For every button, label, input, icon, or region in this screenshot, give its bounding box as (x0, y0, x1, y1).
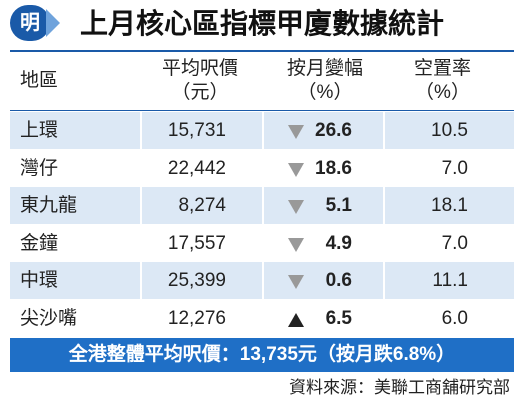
header-label: 空置率 (413, 58, 471, 79)
price: 25,399 (167, 270, 226, 292)
trend-arrow (288, 313, 304, 327)
divider (10, 110, 514, 111)
change: 18.6 (315, 157, 352, 179)
price: 12,276 (167, 308, 226, 329)
vacancy: 11.1 (432, 270, 468, 292)
divider (10, 50, 514, 52)
header-label: 按月變幅 (286, 58, 363, 79)
price: 17,557 (167, 232, 226, 254)
trend-arrow (288, 237, 304, 252)
trend-arrow (288, 200, 304, 215)
logo: 明 (10, 5, 50, 41)
column-header: 空置率 （%） (385, 57, 500, 105)
change: 26.6 (315, 120, 352, 141)
header-unit: （%） (297, 82, 353, 103)
column-divider (262, 112, 264, 337)
change: 5.1 (325, 195, 352, 217)
region: 尖沙嘴 (20, 308, 78, 329)
region: 東九龍 (20, 195, 78, 217)
region: 灣仔 (20, 157, 59, 179)
region: 中環 (20, 270, 59, 292)
price: 22,442 (167, 157, 226, 179)
column-divider (383, 112, 385, 337)
logo-chevron (46, 9, 60, 37)
vacancy: 10.5 (431, 120, 468, 141)
change: 0.6 (325, 270, 352, 292)
change: 6.5 (325, 308, 352, 329)
column-header: 地區 (20, 69, 90, 93)
vacancy: 7.0 (441, 232, 468, 254)
column-divider (140, 112, 142, 337)
change: 4.9 (325, 232, 352, 254)
trend-arrow (288, 125, 304, 139)
source: 資料來源：美聯工商舖研究部 (289, 378, 510, 397)
header-label: 地區 (20, 70, 59, 91)
trend-arrow (288, 275, 304, 290)
summary: 全港整體平均呎價：13,735元（按月跌6.8%） (10, 338, 514, 372)
vacancy: 6.0 (441, 308, 468, 329)
title: 上月核心區指標甲廈數據統計 (80, 8, 445, 39)
trend-arrow (288, 162, 304, 177)
region: 金鐘 (20, 232, 59, 254)
price: 15,731 (167, 120, 226, 141)
vacancy: 7.0 (441, 157, 468, 179)
price: 8,274 (178, 195, 226, 217)
header-unit: （%） (415, 82, 470, 103)
header-label: 平均呎價 (161, 58, 238, 79)
region: 上環 (20, 120, 59, 141)
vacancy: 18.1 (431, 195, 468, 217)
column-header: 平均呎價 （元） (140, 57, 260, 105)
column-header: 按月變幅 （%） (265, 57, 385, 105)
header-unit: （元） (171, 82, 229, 103)
